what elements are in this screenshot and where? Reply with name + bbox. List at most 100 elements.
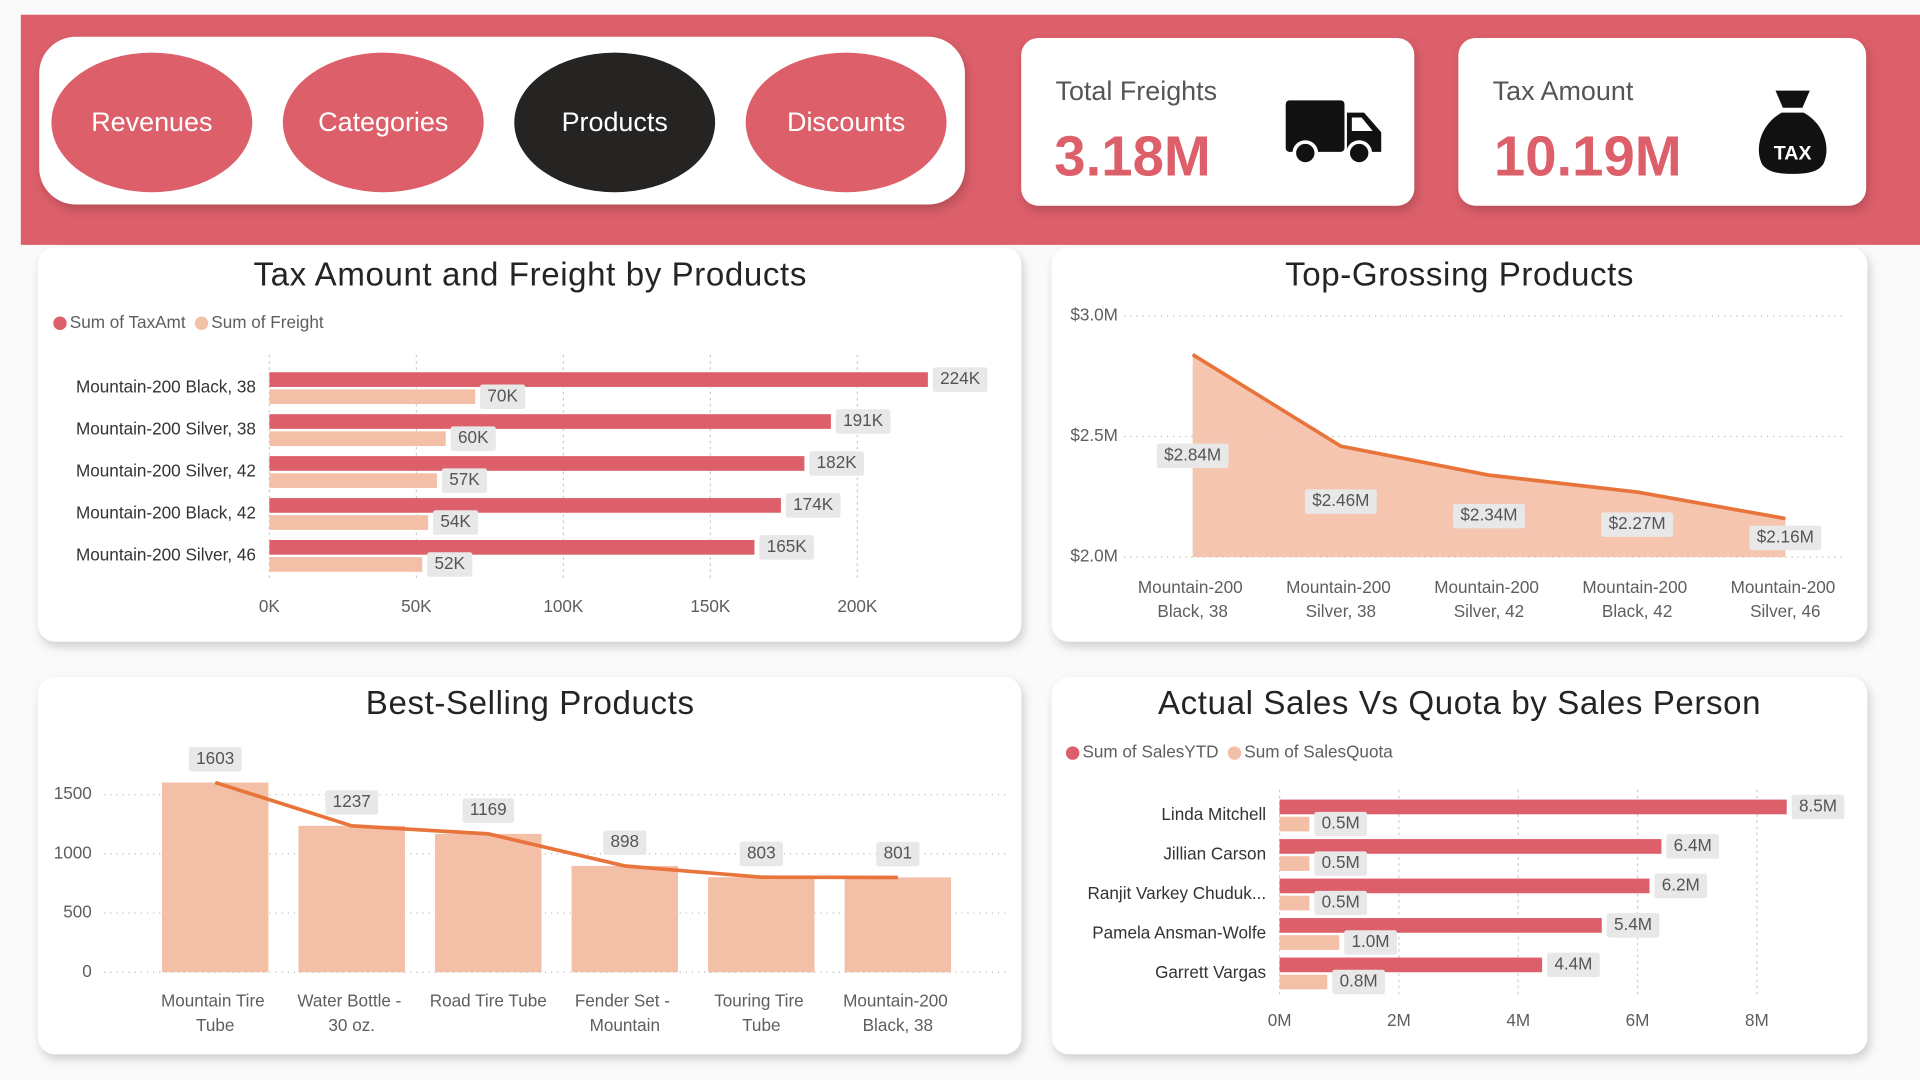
nav-button-bg[interactable] bbox=[514, 52, 716, 193]
nav-button-label[interactable]: Discounts bbox=[787, 107, 905, 137]
data-label: 5.4M bbox=[1614, 914, 1652, 934]
x-tick-label: Fender Set - Mountain bbox=[575, 990, 675, 1034]
legend-marker bbox=[194, 316, 209, 330]
bar bbox=[269, 540, 755, 555]
data-label: 6.4M bbox=[1674, 835, 1712, 855]
x-tick-label: 0K bbox=[259, 596, 281, 616]
x-tick-label: 100K bbox=[543, 596, 584, 616]
x-tick-label: 150K bbox=[690, 596, 731, 616]
x-tick-label: Mountain-200 Silver, 38 bbox=[1286, 576, 1395, 620]
y-tick-label: $3.0M bbox=[1070, 304, 1118, 324]
nav-button[interactable]: Revenues bbox=[51, 52, 253, 193]
nav-button[interactable]: Products bbox=[514, 52, 716, 193]
nav-card bbox=[39, 36, 965, 205]
nav-button-bg[interactable] bbox=[51, 52, 253, 193]
x-tick-label: Mountain-200 Black, 42 bbox=[1582, 576, 1691, 620]
x-tick-label: Mountain Tire Tube bbox=[161, 990, 270, 1034]
bar bbox=[571, 865, 679, 973]
data-label: 174K bbox=[793, 494, 834, 514]
data-label-box bbox=[932, 367, 988, 392]
data-label: 1169 bbox=[470, 799, 507, 819]
legend-label: Sum of SalesQuota bbox=[1244, 742, 1393, 762]
nav-button-label[interactable]: Products bbox=[562, 107, 668, 137]
data-label-box bbox=[462, 798, 515, 823]
y-tick-label: Pamela Ansman-Wolfe bbox=[1092, 923, 1266, 943]
data-label: $2.16M bbox=[1757, 526, 1814, 546]
data-label-box bbox=[1304, 489, 1377, 514]
legend-label: Sum of SalesYTD bbox=[1082, 742, 1218, 762]
data-label-box bbox=[809, 451, 865, 476]
bar bbox=[1279, 895, 1310, 911]
data-label-box bbox=[1156, 443, 1229, 469]
data-label: $2.46M bbox=[1312, 490, 1369, 510]
bar bbox=[1279, 799, 1787, 815]
data-label-box bbox=[450, 426, 496, 451]
x-tick-label: 2M bbox=[1387, 1010, 1411, 1030]
data-label-box bbox=[1314, 811, 1368, 837]
data-label: 6.2M bbox=[1662, 874, 1700, 894]
data-label: 165K bbox=[767, 536, 808, 556]
data-label-box bbox=[188, 746, 242, 772]
data-label-box bbox=[325, 790, 379, 815]
data-label: 898 bbox=[611, 831, 640, 851]
x-tick-label: 4M bbox=[1506, 1010, 1530, 1030]
tax-bag-icon: TAX bbox=[1758, 90, 1827, 174]
bar bbox=[269, 431, 446, 447]
bar bbox=[1279, 974, 1328, 990]
bar bbox=[1279, 856, 1310, 871]
chart-title: Tax Amount and Freight by Products bbox=[253, 256, 807, 293]
bar bbox=[161, 782, 269, 973]
kpi-label: Tax Amount bbox=[1493, 76, 1634, 106]
bar bbox=[708, 877, 815, 973]
nav-button[interactable]: Categories bbox=[282, 52, 484, 193]
nav-button[interactable]: Discounts bbox=[745, 52, 947, 193]
data-label: $2.34M bbox=[1460, 505, 1517, 525]
data-label-box bbox=[835, 409, 891, 434]
data-label: 191K bbox=[843, 410, 884, 430]
data-label-box bbox=[427, 552, 473, 577]
data-label-box bbox=[1654, 873, 1708, 899]
data-label: 8.5M bbox=[1799, 795, 1837, 815]
kpi-label: Total Freights bbox=[1056, 76, 1218, 106]
data-label-box bbox=[1666, 834, 1720, 859]
data-label: 54K bbox=[440, 511, 471, 531]
nav-button-bg[interactable] bbox=[745, 52, 947, 193]
kpi-card bbox=[1021, 37, 1415, 206]
bar bbox=[1279, 839, 1662, 854]
y-tick-label: Linda Mitchell bbox=[1161, 804, 1266, 824]
data-label: 60K bbox=[458, 427, 489, 447]
x-tick-label: Mountain-200 Black, 38 bbox=[843, 990, 952, 1034]
line bbox=[214, 780, 898, 880]
x-tick-label: Mountain-200 Silver, 42 bbox=[1434, 576, 1543, 620]
data-label-box bbox=[876, 841, 920, 867]
data-label-box bbox=[739, 841, 783, 867]
chart-title: Top-Grossing Products bbox=[1285, 256, 1634, 293]
data-label-box bbox=[1453, 503, 1525, 529]
data-label: 0.5M bbox=[1322, 813, 1360, 833]
x-tick-label: 200K bbox=[837, 596, 878, 616]
chart-card bbox=[1051, 677, 1868, 1055]
legend-marker bbox=[1227, 746, 1242, 760]
x-tick-label: 8M bbox=[1745, 1010, 1769, 1030]
bar bbox=[269, 372, 928, 387]
bar bbox=[269, 498, 781, 513]
data-label: 4.4M bbox=[1554, 953, 1592, 973]
nav-button-bg[interactable] bbox=[282, 52, 484, 193]
data-label: 1237 bbox=[333, 791, 371, 811]
data-label: 0.5M bbox=[1322, 852, 1360, 872]
data-label-box bbox=[1314, 890, 1368, 916]
nav-button-label[interactable]: Categories bbox=[318, 107, 448, 137]
data-label-box bbox=[785, 493, 841, 518]
x-tick-label: Mountain-200 Silver, 46 bbox=[1731, 576, 1840, 620]
data-label: 224K bbox=[940, 368, 981, 388]
nav-button-label[interactable]: Revenues bbox=[91, 107, 212, 137]
data-label-box bbox=[1601, 512, 1674, 537]
y-tick-label: 1500 bbox=[54, 783, 92, 803]
data-label-box bbox=[1749, 525, 1822, 551]
data-label: 0.5M bbox=[1322, 892, 1360, 912]
x-tick-label: 6M bbox=[1626, 1010, 1650, 1030]
y-tick-label: Mountain-200 Silver, 42 bbox=[76, 461, 256, 481]
data-label: $2.84M bbox=[1164, 444, 1221, 464]
legend-label: Sum of Freight bbox=[211, 312, 324, 332]
